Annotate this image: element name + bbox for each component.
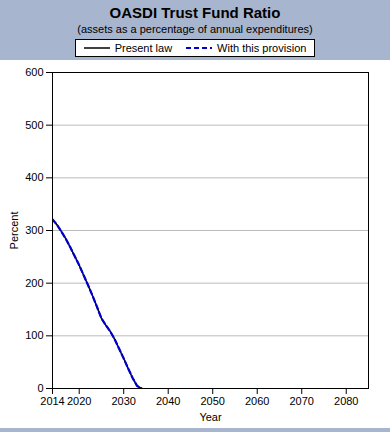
svg-text:200: 200 [25,277,43,289]
svg-text:400: 400 [25,171,43,183]
svg-text:0: 0 [37,382,43,394]
svg-text:2050: 2050 [200,395,224,407]
svg-text:2014: 2014 [40,395,64,407]
svg-text:600: 600 [25,66,43,78]
svg-text:500: 500 [25,119,43,131]
svg-text:2020: 2020 [67,395,91,407]
html-text:Present law: Present law [114,42,173,54]
svg-text:2060: 2060 [245,395,269,407]
svg-text:100: 100 [25,329,43,341]
html-text:OASDI Trust Fund Ratio: OASDI Trust Fund Ratio [109,4,281,21]
html-text:With this provision: With this provision [217,42,307,54]
svg-text:2070: 2070 [289,395,313,407]
svg-text:2040: 2040 [156,395,180,407]
html-text:(assets as a percentage of ann: (assets as a percentage of annual expend… [77,23,313,35]
svg-text:2030: 2030 [111,395,135,407]
svg-text:Year: Year [199,411,222,423]
svg-text:Percent: Percent [8,212,20,250]
svg-text:2080: 2080 [334,395,358,407]
svg-text:300: 300 [25,224,43,236]
